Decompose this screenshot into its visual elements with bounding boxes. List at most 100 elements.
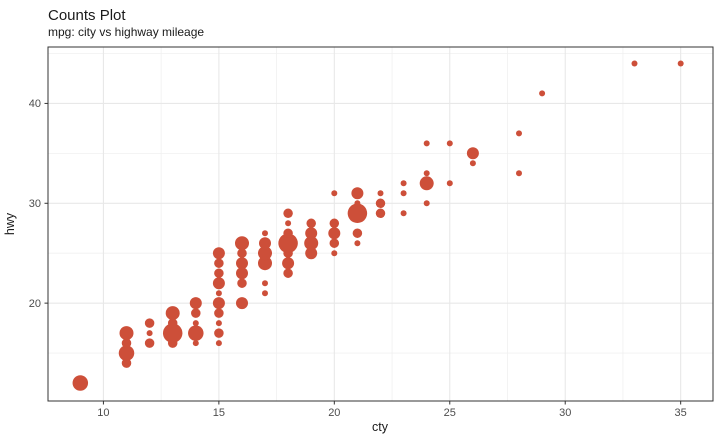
x-tick-label: 25 [444, 407, 456, 419]
count-bubble [215, 320, 222, 327]
count-bubble [283, 228, 293, 238]
count-bubble [278, 233, 298, 253]
count-bubble [212, 297, 225, 310]
count-bubble [400, 180, 407, 187]
count-bubble [352, 228, 363, 238]
plot-subtitle: mpg: city vs highway mileage [48, 25, 204, 39]
x-tick-label: 20 [328, 407, 340, 419]
count-bubble [214, 308, 224, 318]
count-bubble [375, 208, 386, 219]
count-bubble [305, 247, 318, 260]
count-bubble [331, 190, 338, 197]
count-bubble [235, 236, 249, 251]
count-bubble [423, 200, 430, 207]
count-bubbles-layer [72, 60, 684, 391]
count-bubble [192, 340, 199, 347]
count-bubble [215, 340, 222, 347]
count-bubble [214, 328, 224, 338]
count-bubble [347, 203, 368, 224]
count-bubble [304, 236, 319, 251]
gridlines-minor [48, 47, 713, 401]
x-tick-label: 10 [97, 407, 109, 419]
count-bubble [119, 326, 134, 341]
x-axis-tick-labels: 10 15 20 25 30 35 [97, 407, 687, 419]
count-bubble [400, 210, 407, 217]
count-bubble [167, 318, 178, 328]
count-bubble [214, 258, 224, 268]
panel-border-rect [47, 46, 714, 402]
count-bubble [259, 237, 271, 250]
count-bubble [262, 290, 268, 297]
y-tick-label: 20 [29, 298, 41, 310]
count-bubble [121, 338, 132, 348]
count-bubble [72, 375, 89, 391]
count-bubble [165, 306, 180, 321]
count-bubble [354, 240, 361, 247]
count-bubble [162, 323, 183, 343]
count-bubble [144, 318, 155, 328]
count-bubble [466, 147, 479, 160]
count-bubble [262, 280, 268, 287]
count-bubble [375, 198, 386, 209]
count-bubble [146, 330, 153, 337]
count-bubble [236, 257, 248, 270]
count-bubble [258, 256, 272, 271]
count-bubble [516, 130, 522, 137]
count-bubble [377, 190, 384, 197]
count-bubble [283, 268, 293, 278]
count-bubble [236, 297, 248, 310]
x-tick-label: 15 [213, 407, 225, 419]
count-bubble [237, 248, 247, 258]
panel-border [47, 46, 714, 402]
y-tick-label: 40 [29, 98, 41, 110]
count-bubble [189, 297, 202, 310]
count-bubble [354, 200, 361, 207]
count-bubble [282, 257, 295, 270]
count-bubble [258, 246, 272, 261]
count-bubble [214, 268, 224, 278]
count-bubble [329, 218, 340, 229]
count-bubble [677, 60, 684, 67]
count-bubble [423, 140, 430, 147]
count-bubble [516, 170, 522, 177]
plot-title: Counts Plot [48, 7, 126, 24]
count-bubble [118, 345, 135, 361]
x-tick-label: 35 [675, 407, 687, 419]
count-bubble [188, 325, 204, 341]
panel-background [48, 47, 713, 401]
plot-panel [48, 47, 713, 401]
count-bubble [305, 227, 318, 240]
axis-tick-marks [44, 102, 682, 405]
y-tick-label: 30 [29, 198, 41, 210]
count-bubble [631, 60, 638, 67]
count-bubble [212, 247, 225, 260]
x-tick-label: 30 [559, 407, 571, 419]
count-bubble [446, 180, 453, 187]
count-bubble [331, 250, 338, 257]
count-bubble [212, 277, 225, 290]
count-bubble [469, 160, 476, 167]
count-bubble [539, 90, 546, 97]
count-bubble [328, 227, 341, 240]
y-axis-title: hwy [3, 212, 17, 235]
count-bubble [236, 267, 248, 280]
count-bubble [121, 358, 132, 368]
count-bubble [283, 208, 293, 219]
count-bubble [400, 190, 407, 197]
count-bubble [192, 320, 199, 327]
count-bubble [262, 230, 268, 237]
count-bubble [419, 176, 434, 191]
count-bubble [306, 218, 316, 229]
count-bubble [191, 308, 201, 318]
count-bubble [446, 140, 453, 147]
count-bubble [285, 220, 292, 227]
x-axis-title: cty [372, 420, 389, 434]
count-bubble [351, 187, 364, 200]
count-bubble [215, 290, 222, 297]
count-bubble [237, 278, 247, 288]
count-bubble [423, 170, 430, 177]
y-axis-tick-labels: 20 30 40 [29, 98, 41, 310]
count-bubble [329, 238, 340, 248]
